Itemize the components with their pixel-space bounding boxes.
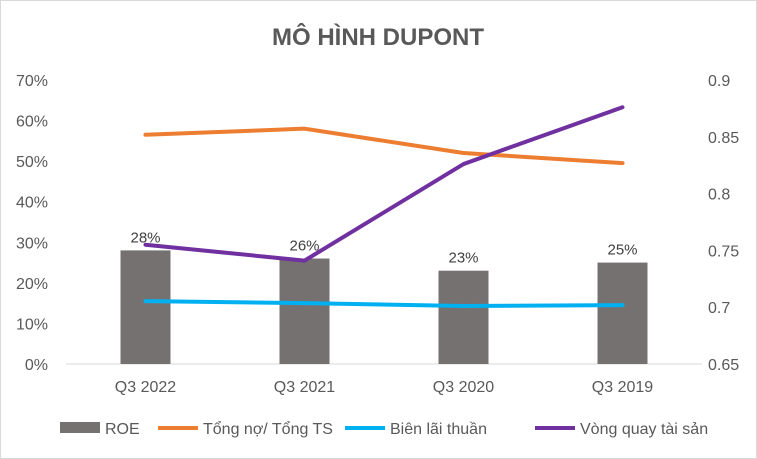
legend-label: Tổng nợ/ Tổng TS — [203, 420, 333, 438]
series-line — [143, 126, 625, 166]
right-tick-label: 0.7 — [708, 300, 730, 317]
x-tick-label: Q3 2022 — [115, 379, 176, 396]
roe-data-label: 26% — [289, 238, 319, 255]
legend-swatch — [60, 422, 100, 433]
roe-bar — [279, 258, 330, 364]
roe-data-label: 25% — [607, 242, 637, 259]
left-tick-label: 60% — [16, 114, 48, 131]
roe-bar — [597, 262, 648, 364]
roe-bars — [120, 250, 648, 364]
roe-data-label: 23% — [448, 250, 478, 267]
legend: ROE Tổng nợ/ Tổng TS Biên lãi thuần Vòng qu… — [60, 420, 708, 438]
left-tick-label: 10% — [16, 316, 48, 333]
series-line — [143, 299, 625, 308]
legend-label: ROE — [105, 421, 140, 438]
series-line — [143, 105, 625, 263]
left-tick-label: 70% — [16, 73, 48, 90]
left-tick-label: 30% — [16, 235, 48, 252]
x-tick-label: Q3 2021 — [274, 379, 335, 396]
right-tick-label: 0.9 — [708, 73, 730, 90]
legend-label: Biên lãi thuần — [390, 421, 487, 438]
left-tick-label: 20% — [16, 276, 48, 293]
x-tick-label: Q3 2019 — [592, 379, 653, 396]
chart-title: MÔ HÌNH DUPONT — [272, 23, 484, 51]
roe-data-label: 28% — [130, 229, 160, 246]
roe-bar — [120, 250, 171, 364]
left-tick-label: 50% — [16, 154, 48, 171]
left-tick-label: 40% — [16, 195, 48, 212]
roe-bar — [438, 270, 489, 364]
left-tick-label: 0% — [25, 357, 48, 374]
x-tick-label: Q3 2020 — [433, 379, 494, 396]
left-axis: 0% 10% 20% 30% 40% 50% 60% 70% — [16, 73, 48, 374]
legend-label: Vòng quay tài sản — [580, 421, 708, 438]
roe-data-labels: 28% 26% 23% 25% — [130, 229, 637, 266]
right-tick-label: 0.75 — [708, 243, 739, 260]
right-tick-label: 0.85 — [708, 130, 739, 147]
series-lines — [143, 105, 625, 308]
x-axis: Q3 2022 Q3 2021 Q3 2020 Q3 2019 — [115, 379, 653, 396]
right-tick-label: 0.8 — [708, 187, 730, 204]
right-tick-label: 0.65 — [708, 357, 739, 374]
right-axis: 0.65 0.7 0.75 0.8 0.85 0.9 — [708, 73, 739, 374]
